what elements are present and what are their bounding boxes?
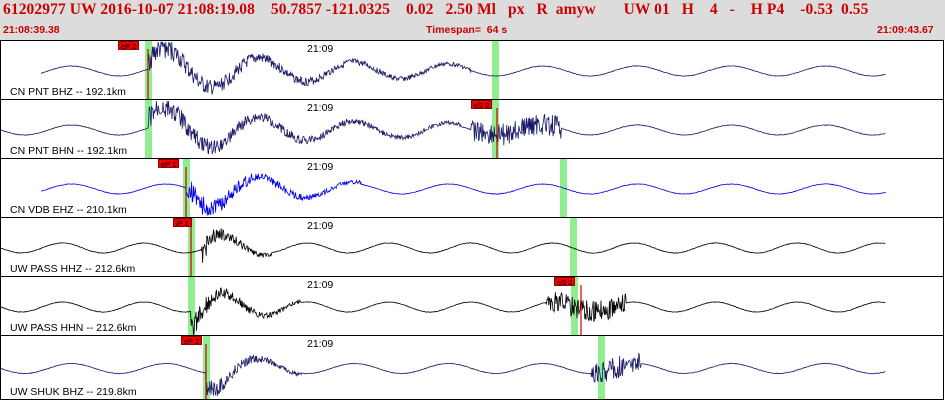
p-arrival-marker [145,100,152,158]
waveform-panel[interactable]: 21:09 CN PNT BHN -- 192.1km eS 2 [0,99,944,159]
waveform-panel[interactable]: 21:09 UW SHUK BHZ -- 219.8km eP 2 [0,335,944,400]
waveform-trace [1,218,886,276]
s-arrival-marker [492,100,499,158]
s-arrival-marker [570,218,577,276]
seismic-trace-line [40,173,886,216]
time-mark: 21:09 [307,161,334,173]
s-arrival-marker [598,336,605,399]
waveform-trace [40,159,886,217]
waveform-trace [1,100,886,158]
waveform-trace [1,277,886,335]
seismic-trace-line [40,41,886,95]
time-mark: 21:09 [307,279,334,291]
s-arrival-marker [492,41,499,99]
phase-pick-tag[interactable]: eS 2 [471,100,493,110]
p-arrival-marker [188,277,195,335]
phase-pick-tag[interactable]: eP 1 [158,159,180,169]
channel-label: CN PNT BHZ -- 192.1km [10,86,126,98]
timespan-label: Timespan= 64 s [426,24,508,36]
channel-label: UW PASS HHZ -- 212.6km [10,263,136,275]
time-mark: 21:09 [307,338,334,350]
time-mark: 21:09 [307,43,334,55]
phase-pick-tag[interactable]: eS 2 [554,277,576,287]
seismic-trace-line [1,228,886,263]
waveform-panel[interactable]: 21:09 UW PASS HHZ -- 212.6km iP 1 [0,217,944,277]
waveform-panel[interactable]: 21:09 CN PNT BHZ -- 192.1km eP 2 [0,40,944,100]
time-mark: 21:09 [307,102,334,114]
seismic-trace-line [1,287,886,335]
waveform-trace [1,336,886,399]
phase-pick-tag[interactable]: iP 1 [173,218,192,228]
waveform-panels: 21:09 CN PNT BHZ -- 192.1km eP 2 21:09 C… [0,40,945,400]
waveform-trace [40,41,886,99]
phase-pick-tag[interactable]: eP 2 [118,41,140,51]
seismic-trace-line [1,100,886,155]
phase-pick-tag[interactable]: eP 2 [181,336,203,346]
event-header: 61202977 UW 2016-10-07 21:08:19.08 50.78… [0,0,945,40]
channel-label: CN VDB EHZ -- 210.1km [10,204,127,216]
channel-label: UW SHUK BHZ -- 219.8km [10,386,137,398]
channel-label: CN PNT BHN -- 192.1km [10,145,128,157]
channel-label: UW PASS HHN -- 212.6km [10,322,137,334]
waveform-panel[interactable]: 21:09 UW PASS HHN -- 212.6km eS 2 [0,276,944,336]
start-time: 21:08:39.38 [3,24,60,36]
seismic-trace-line [1,352,886,397]
time-mark: 21:09 [307,220,334,232]
event-title: 61202977 UW 2016-10-07 21:08:19.08 50.78… [3,1,869,18]
end-time: 21:09:43.67 [877,24,934,36]
waveform-panel[interactable]: 21:09 CN VDB EHZ -- 210.1km eP 1 [0,158,944,218]
